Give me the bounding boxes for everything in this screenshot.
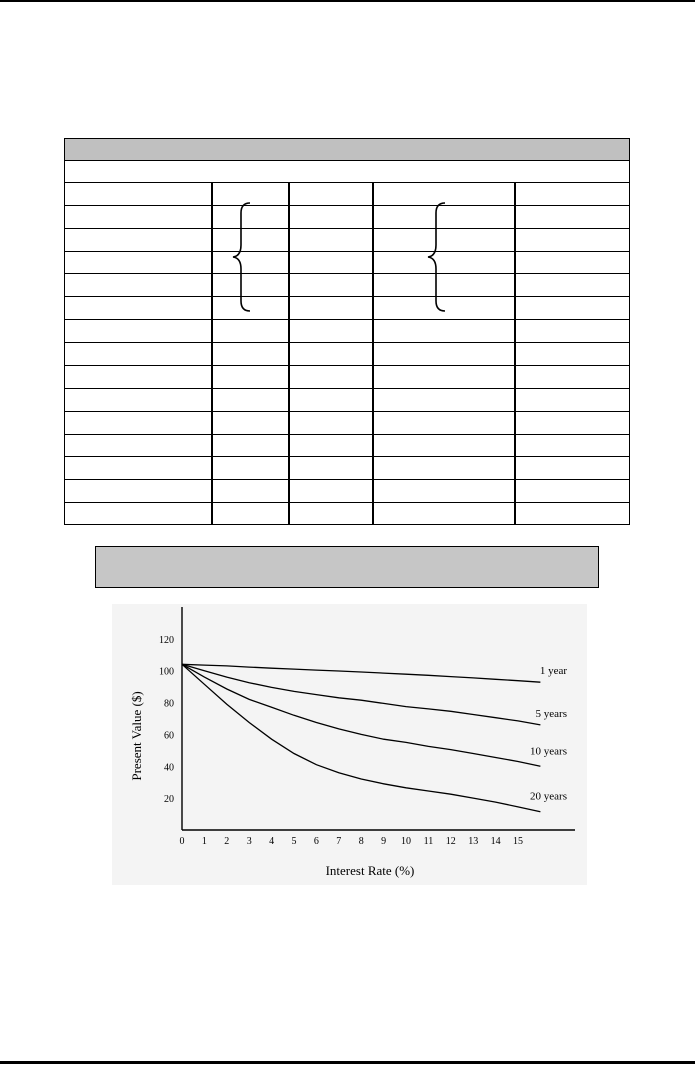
x-tick-label: 15 bbox=[513, 836, 523, 847]
figure-caption bbox=[95, 546, 599, 588]
x-tick-label: 7 bbox=[336, 836, 341, 847]
series-label: 20 years bbox=[530, 791, 567, 803]
x-tick-label: 11 bbox=[424, 836, 434, 847]
table-row bbox=[65, 389, 629, 412]
x-tick-label: 2 bbox=[224, 836, 229, 847]
series-line bbox=[181, 663, 541, 726]
table-row bbox=[65, 183, 629, 206]
x-tick-label: 12 bbox=[446, 836, 456, 847]
table-row bbox=[65, 480, 629, 504]
series-label: 5 years bbox=[536, 708, 567, 720]
table-row bbox=[65, 343, 629, 366]
x-tick-label: 6 bbox=[314, 836, 319, 847]
page-top-rule bbox=[0, 0, 695, 2]
table-row bbox=[65, 274, 629, 298]
series-line bbox=[181, 663, 541, 767]
brace-left bbox=[232, 202, 251, 312]
y-tick-labels: 20 40 60 80 100 120 bbox=[159, 635, 174, 805]
x-tick-label: 4 bbox=[269, 836, 274, 847]
present-value-chart: 20 40 60 80 100 120 0 1 2 3 4 5 6 7 8 9 10 11 12 13 14 15 1 … bbox=[112, 604, 587, 885]
series-line bbox=[181, 663, 541, 813]
table-row bbox=[65, 366, 629, 389]
brace-right bbox=[427, 202, 446, 312]
table-braces bbox=[232, 202, 446, 312]
y-tick-label: 20 bbox=[164, 794, 174, 805]
x-tick-label: 5 bbox=[292, 836, 297, 847]
x-tick-label: 13 bbox=[468, 836, 478, 847]
x-tick-label: 3 bbox=[247, 836, 252, 847]
page-bottom-rule bbox=[0, 1061, 695, 1064]
x-tick-label: 14 bbox=[491, 836, 501, 847]
x-tick-label: 0 bbox=[180, 836, 185, 847]
table-col-divider-1 bbox=[211, 183, 213, 524]
x-tick-label: 8 bbox=[359, 836, 364, 847]
x-tick-label: 10 bbox=[401, 836, 411, 847]
y-tick-label: 40 bbox=[164, 762, 174, 773]
x-tick-labels: 0 1 2 3 4 5 6 7 8 9 10 11 12 13 14 15 bbox=[180, 836, 524, 847]
table-row bbox=[65, 320, 629, 344]
table-row bbox=[65, 297, 629, 321]
table-header bbox=[65, 139, 629, 161]
series-labels: 1 year 5 years 10 years 20 years bbox=[530, 665, 567, 802]
series-label: 10 years bbox=[530, 745, 567, 757]
x-tick-label: 9 bbox=[381, 836, 386, 847]
table-col-divider-3 bbox=[372, 183, 374, 524]
x-tick-label: 1 bbox=[202, 836, 207, 847]
y-tick-label: 60 bbox=[164, 730, 174, 741]
table-col-divider-4 bbox=[514, 183, 516, 524]
y-tick-label: 80 bbox=[164, 699, 174, 710]
data-table bbox=[64, 138, 630, 525]
table-col-divider-2 bbox=[288, 183, 290, 524]
table-row bbox=[65, 457, 629, 481]
y-axis-title: Present Value ($) bbox=[129, 691, 144, 780]
series-lines bbox=[181, 663, 541, 813]
table-subheader bbox=[65, 161, 629, 183]
table-row bbox=[65, 229, 629, 252]
y-tick-label: 100 bbox=[159, 667, 174, 678]
table-row bbox=[65, 412, 629, 435]
table-row bbox=[65, 206, 629, 229]
x-axis-title: Interest Rate (%) bbox=[326, 863, 415, 878]
series-line bbox=[181, 663, 541, 683]
table-row bbox=[65, 252, 629, 275]
y-tick-label: 120 bbox=[159, 635, 174, 646]
table-row bbox=[65, 435, 629, 458]
series-label: 1 year bbox=[540, 665, 568, 677]
